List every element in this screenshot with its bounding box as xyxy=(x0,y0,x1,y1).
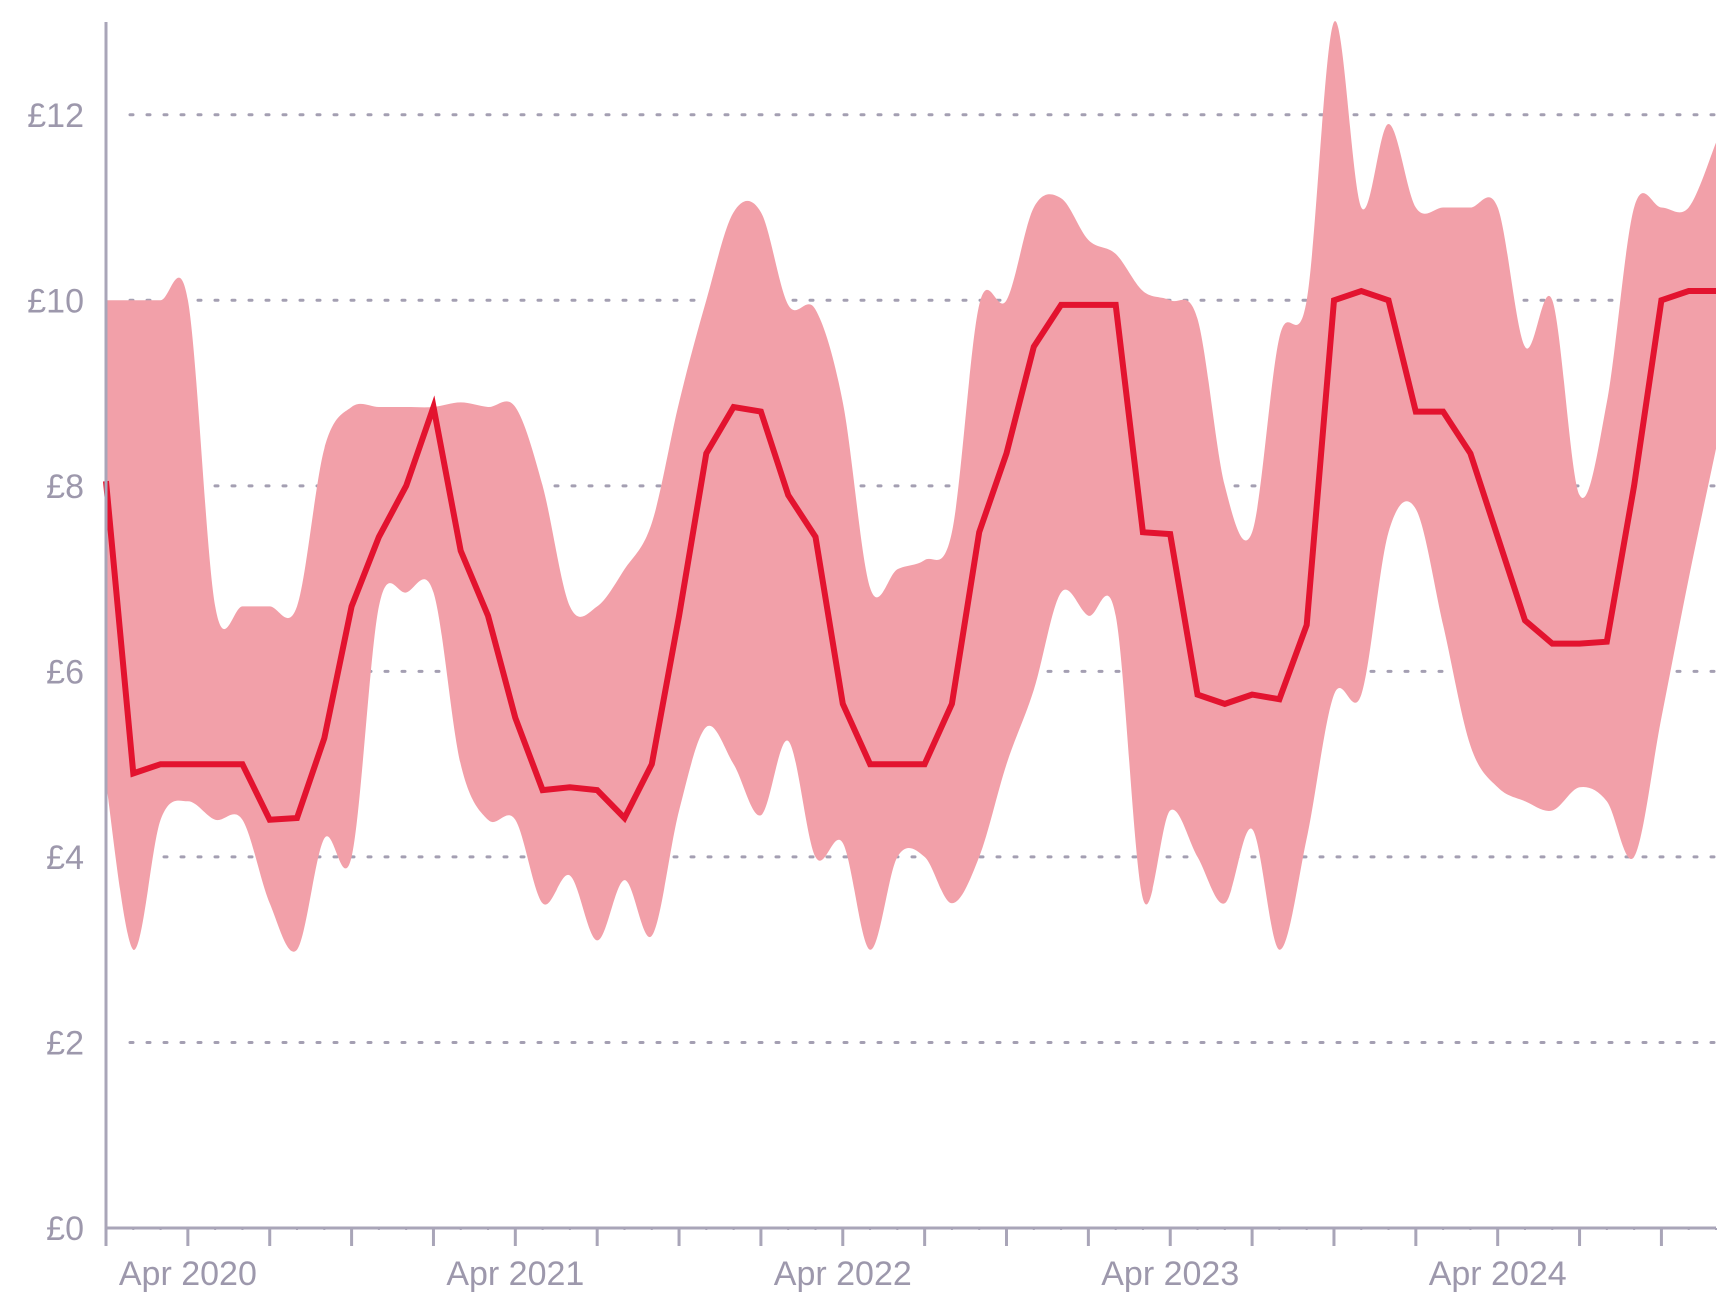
x-tick-label: Apr 2020 xyxy=(119,1255,257,1293)
y-tick-label: £4 xyxy=(46,839,84,877)
x-tick-label: Apr 2023 xyxy=(1101,1255,1239,1293)
y-tick-label: £0 xyxy=(46,1210,84,1248)
median-price-line xyxy=(103,287,1717,824)
y-tick-label: £6 xyxy=(46,653,84,691)
x-axis-tick-labels: Apr 2020 Apr 2021 Apr 2022 Apr 2023 Apr 2024 xyxy=(119,1255,1567,1293)
y-tick-label: £8 xyxy=(46,468,84,506)
x-tick-label: Apr 2021 xyxy=(446,1255,584,1293)
price-range-band xyxy=(106,21,1716,952)
price-range-area xyxy=(106,21,1716,952)
axes xyxy=(104,22,1717,1246)
y-tick-label: £10 xyxy=(27,282,84,320)
x-tick-label: Apr 2024 xyxy=(1429,1255,1567,1293)
y-axis-tick-labels: £0 £2 £4 £6 £8 £10 £12 xyxy=(27,97,84,1248)
y-tick-label: £2 xyxy=(46,1024,84,1062)
x-tick-label: Apr 2022 xyxy=(774,1255,912,1293)
median-price-polyline xyxy=(103,287,1716,824)
y-tick-label: £12 xyxy=(27,97,84,135)
